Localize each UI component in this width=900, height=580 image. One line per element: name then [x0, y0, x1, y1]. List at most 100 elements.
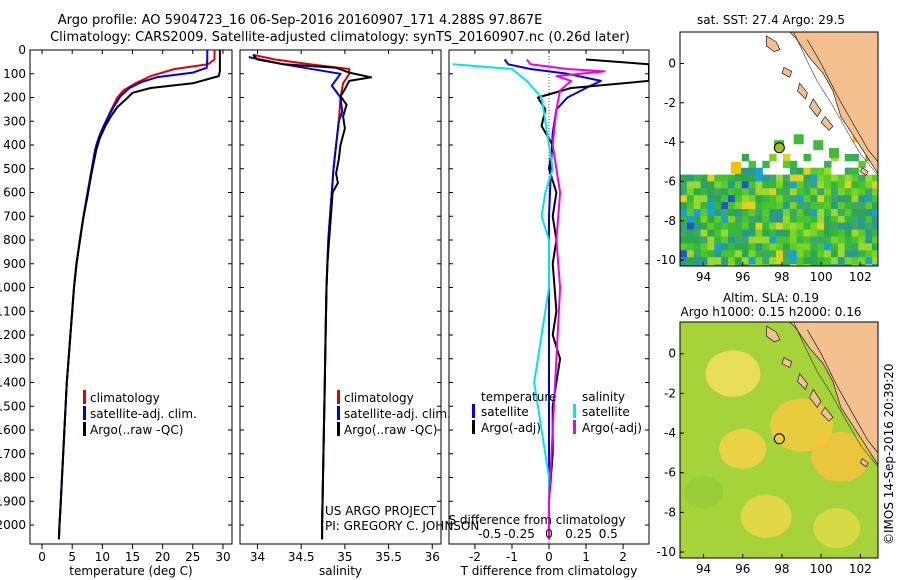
- land-sumatra: [789, 322, 878, 466]
- y-tick-label: 900: [3, 257, 26, 271]
- x-tick-label: 15: [125, 550, 140, 564]
- sst-pixel: [762, 236, 770, 244]
- series-line-argo-adj-s-: [526, 58, 606, 540]
- sst-pixel: [686, 188, 695, 196]
- sst-pixel: [686, 264, 695, 266]
- series-line-argo-raw-qc-: [252, 54, 373, 540]
- sst-pixel: [872, 222, 878, 231]
- sst-pixel: [858, 174, 866, 182]
- sst-pixel: [865, 257, 873, 265]
- sst-pixel: [700, 257, 708, 265]
- sst-pixel: [796, 243, 804, 251]
- sst-pixel: [748, 215, 756, 224]
- sst-pixel: [789, 264, 798, 266]
- map-x-tick-label: 102: [849, 562, 872, 576]
- series-line-argo-raw-qc-: [57, 50, 221, 540]
- sst-pixel: [700, 222, 708, 231]
- sst-pixel: [824, 264, 832, 266]
- sst-pixel: [872, 215, 878, 224]
- sst-pixel: [837, 202, 846, 210]
- sst-pixel: [872, 181, 878, 189]
- sst-pixel: [762, 160, 770, 169]
- sst-pixel: [810, 250, 818, 258]
- sst-pixel: [741, 195, 750, 203]
- sla-map-title1: Altim. SLA: 0.19: [723, 291, 819, 305]
- sst-pixel: [714, 257, 722, 265]
- y-tick-label: 1200: [0, 328, 26, 342]
- sst-pixel: [824, 229, 832, 237]
- sst-pixel: [776, 229, 784, 237]
- sst-pixel: [872, 174, 878, 182]
- sst-pixel: [837, 215, 846, 224]
- sst-pixel: [789, 257, 798, 265]
- sst-pixel: [714, 174, 722, 182]
- sst-pixel: [680, 229, 688, 237]
- temperature-profile-plot: 0100200300400500600700800900100011001200…: [0, 43, 233, 578]
- sst-pixel: [707, 181, 715, 189]
- y-tick-label: 200: [3, 91, 26, 105]
- sst-pixel: [824, 174, 832, 182]
- sst-pixel: [776, 215, 784, 224]
- sst-pixel: [700, 181, 708, 189]
- sst-pixel: [872, 195, 878, 203]
- x-tick-label-s: -0.25: [504, 527, 535, 541]
- sst-pixel: [851, 195, 859, 203]
- sst-pixel: [824, 167, 832, 176]
- sst-pixel: [728, 222, 736, 231]
- sst-pixel: [755, 236, 763, 244]
- legend-swatch-satellite: [337, 406, 340, 420]
- sst-pixel: [817, 243, 825, 251]
- sst-pixel: [728, 202, 736, 210]
- sst-pixel: [803, 222, 811, 231]
- salinity-profile-plot: 34 34.5 35 35.5 36 salinity: [239, 49, 442, 578]
- legend-swatch-satellite: [83, 406, 86, 420]
- sst-pixel: [748, 257, 756, 265]
- sst-pixel: [769, 174, 777, 182]
- sst-pixel: [707, 250, 715, 258]
- sst-pixel: [721, 229, 729, 237]
- sst-pixel: [755, 181, 763, 189]
- sst-pixel: [789, 188, 798, 196]
- sst-pixel: [858, 250, 866, 258]
- salinity-legend: climatology satellite-adj. clim. Argo(..…: [337, 390, 451, 437]
- series-lines: [248, 53, 373, 540]
- sst-pixel: [707, 264, 715, 266]
- sst-pixel: [762, 229, 770, 237]
- sst-pixel: [755, 229, 763, 237]
- sst-pixel: [748, 188, 756, 196]
- sst-pixel: [755, 209, 763, 217]
- sst-pixel: [680, 257, 688, 265]
- map-y-tick-label: -4: [664, 426, 676, 440]
- sst-pixel: [714, 250, 722, 258]
- sst-pixel: [700, 250, 708, 258]
- sst-pixel: [714, 243, 722, 251]
- sst-pixel: [700, 209, 708, 217]
- sst-pixel: [803, 257, 811, 265]
- land-island: [781, 357, 793, 369]
- sst-pixel: [741, 209, 750, 217]
- sst-pixel: [686, 195, 695, 203]
- sst-pixel: [844, 167, 853, 176]
- legend-swatch-climatology: [83, 390, 86, 404]
- y-tick-label: 1500: [0, 399, 26, 413]
- sst-pixel: [741, 215, 750, 224]
- x-tick-label-s: 0.25: [565, 527, 592, 541]
- sla-blob: [683, 475, 724, 510]
- sst-pixel: [762, 209, 770, 217]
- sst-pixel: [741, 243, 750, 251]
- sst-pixel: [865, 264, 873, 266]
- sst-pixel: [789, 167, 798, 176]
- sst-pixel: [700, 264, 708, 266]
- sst-pixel: [858, 236, 866, 244]
- sst-pixel: [714, 209, 722, 217]
- sst-pixel: [782, 181, 791, 189]
- sst-pixel: [721, 181, 729, 189]
- x-tick-label: 36: [425, 550, 440, 564]
- y-tick-label: 1100: [0, 304, 26, 318]
- sst-pixel: [851, 188, 859, 196]
- sst-pixel: [686, 202, 695, 210]
- map-x-tick-label: 100: [810, 270, 833, 284]
- x-tick-label: 30: [215, 550, 230, 564]
- difference-legend: temperature salinity satellite Argo(-adj…: [472, 390, 642, 435]
- sst-pixel: [803, 202, 811, 210]
